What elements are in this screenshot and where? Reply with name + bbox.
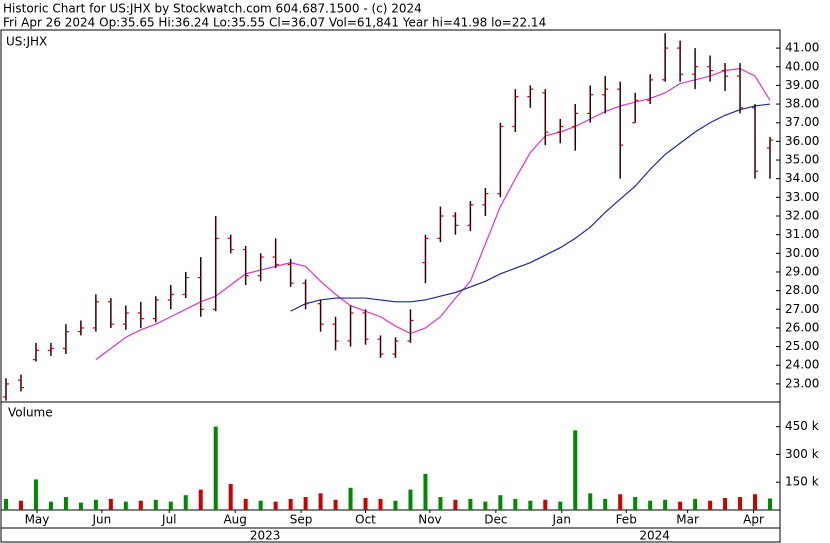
y-tick-label: 29.00 <box>785 264 819 278</box>
y-tick-label: 150 k <box>785 475 819 489</box>
y-tick-label: 30.00 <box>785 246 819 260</box>
volume-bar <box>108 498 113 510</box>
year-label: 2024 <box>639 529 670 543</box>
y-tick-label: 36.00 <box>785 134 819 148</box>
x-tick-label: Oct <box>355 513 376 527</box>
volume-bar <box>213 426 218 510</box>
volume-bar <box>153 499 158 510</box>
y-tick-label: 39.00 <box>785 78 819 92</box>
volume-bar <box>393 500 398 510</box>
volume-bar <box>273 501 278 510</box>
volume-bar <box>18 500 23 510</box>
volume-bar <box>333 499 338 510</box>
volume-bar <box>48 501 53 510</box>
moving-average <box>290 103 771 312</box>
volume-bar <box>483 501 488 510</box>
volume-bar <box>348 487 353 510</box>
y-tick-label: 32.00 <box>785 209 819 223</box>
volume-bar <box>33 479 38 510</box>
volume-bar <box>78 502 83 510</box>
volume-bar <box>768 498 773 510</box>
volume-bar <box>243 498 248 510</box>
x-tick-label: Jul <box>161 513 176 527</box>
volume-bar <box>708 500 713 510</box>
volume-bar <box>663 499 668 510</box>
x-tick-label: Aug <box>223 513 246 527</box>
volume-bar <box>378 498 383 510</box>
y-tick-label: 33.00 <box>785 190 819 204</box>
y-tick-label: 34.00 <box>785 171 819 185</box>
y-tick-label: 25.00 <box>785 339 819 353</box>
volume-bar <box>423 473 428 510</box>
volume-bar <box>258 500 263 510</box>
volume-bar <box>453 499 458 510</box>
volume-bar <box>363 497 368 510</box>
y-tick-label: 40.00 <box>785 59 819 73</box>
symbol-label: US:JHX <box>6 35 47 49</box>
volume-bar <box>588 493 593 510</box>
volume-bar <box>618 494 623 510</box>
x-tick-label: Nov <box>418 513 441 527</box>
year-label: 2023 <box>250 529 281 543</box>
x-tick-label: Jan <box>552 513 572 527</box>
x-tick-label: Mar <box>676 513 699 527</box>
volume-bar <box>513 498 518 510</box>
y-tick-label: 35.00 <box>785 153 819 167</box>
y-tick-label: 24.00 <box>785 358 819 372</box>
volume-bar <box>138 500 143 510</box>
volume-bar <box>543 499 548 510</box>
volume-bar <box>303 497 308 510</box>
y-tick-label: 23.00 <box>785 376 819 390</box>
volume-bar <box>558 501 563 510</box>
volume-bar <box>468 498 473 510</box>
volume-bar <box>3 498 8 510</box>
volume-bar <box>648 500 653 510</box>
volume-bar <box>288 498 293 510</box>
chart-title: Historic Chart for US:JHX by Stockwatch.… <box>3 2 422 16</box>
x-tick-label: Sep <box>290 513 313 527</box>
volume-bar <box>693 498 698 510</box>
volume-bar <box>408 489 413 510</box>
volume-bar <box>228 484 233 510</box>
y-tick-label: 38.00 <box>785 97 819 111</box>
y-tick-label: 28.00 <box>785 283 819 297</box>
moving-average <box>95 68 771 361</box>
y-tick-label: 31.00 <box>785 227 819 241</box>
volume-bar <box>198 489 203 510</box>
chart-subtitle: Fri Apr 26 2024 Op:35.65 Hi:36.24 Lo:35.… <box>3 16 546 30</box>
y-tick-label: 26.00 <box>785 320 819 334</box>
y-tick-label: 450 k <box>785 419 819 433</box>
volume-bar <box>183 495 188 510</box>
y-tick-label: 27.00 <box>785 302 819 316</box>
volume-bar <box>738 497 743 510</box>
y-tick-label: 37.00 <box>785 115 819 129</box>
volume-bar <box>498 495 503 510</box>
volume-bar <box>528 500 533 510</box>
volume-bar <box>123 501 128 510</box>
y-tick-label: 41.00 <box>785 41 819 55</box>
volume-bar <box>633 497 638 510</box>
volume-bar <box>678 501 683 510</box>
x-tick-label: May <box>25 513 50 527</box>
volume-bar <box>318 493 323 510</box>
y-tick-label: 300 k <box>785 447 819 461</box>
volume-bar <box>603 498 608 510</box>
volume-bar <box>753 494 758 510</box>
volume-bar <box>93 499 98 510</box>
volume-bar <box>573 430 578 510</box>
x-tick-label: Feb <box>616 513 637 527</box>
volume-bar <box>438 497 443 510</box>
volume-label: Volume <box>8 406 53 420</box>
volume-bar <box>63 497 68 510</box>
x-tick-label: Apr <box>743 513 764 527</box>
volume-bar <box>723 497 728 510</box>
x-tick-label: Jun <box>91 513 111 527</box>
year-axis <box>0 527 781 543</box>
volume-bar <box>168 501 173 510</box>
x-tick-label: Dec <box>484 513 507 527</box>
